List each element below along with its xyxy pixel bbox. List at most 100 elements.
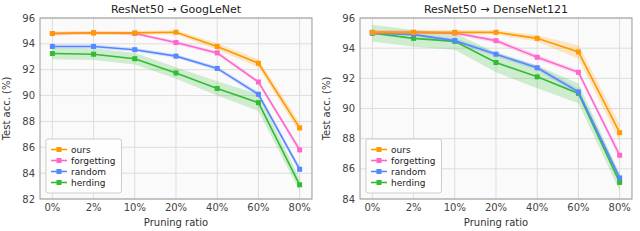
point-marker	[174, 70, 179, 75]
point-marker	[370, 31, 375, 36]
point-marker	[535, 55, 540, 60]
plot-area	[360, 18, 632, 199]
legend: oursforgettingrandomherding	[46, 139, 121, 193]
point-marker	[132, 47, 137, 52]
x-tick-label: 60%	[247, 202, 269, 213]
legend-box	[46, 139, 121, 193]
y-axis-label: Test acc. (%)	[321, 77, 332, 142]
legend-marker	[57, 169, 62, 174]
x-axis-label: Pruning ratio	[144, 217, 208, 228]
legend: oursforgettingrandomherding	[366, 139, 441, 193]
point-marker	[494, 60, 499, 65]
point-marker	[215, 50, 220, 55]
point-marker	[132, 31, 137, 36]
point-marker	[370, 30, 375, 35]
y-tick-label: 86	[22, 142, 35, 153]
legend-marker	[377, 158, 382, 163]
point-marker	[617, 175, 622, 180]
legend-label: herding	[71, 178, 105, 188]
point-marker	[50, 31, 55, 36]
legend-marker	[377, 180, 382, 185]
legend-label: forgetting	[391, 156, 435, 166]
point-marker	[215, 44, 220, 49]
x-tick-label: 80%	[289, 202, 311, 213]
panel: 82848688909294960%2%10%20%40%60%80%ResNe…	[1, 3, 312, 228]
point-marker	[297, 182, 302, 187]
point-marker	[256, 100, 261, 105]
legend-label: forgetting	[71, 156, 115, 166]
series-line	[372, 32, 619, 132]
point-marker	[452, 30, 457, 35]
legend-box	[366, 139, 441, 193]
grid-line	[134, 18, 135, 199]
point-marker	[494, 38, 499, 43]
x-tick-label: 10%	[444, 202, 466, 213]
point-marker	[617, 130, 622, 135]
grid-line	[176, 18, 177, 199]
y-tick-label: 86	[342, 163, 355, 174]
point-marker	[215, 66, 220, 71]
legend-label: herding	[391, 178, 425, 188]
grid-line	[619, 18, 620, 199]
plot-frame	[360, 18, 632, 199]
plot-area	[40, 18, 312, 199]
y-tick-label: 90	[22, 90, 35, 101]
point-marker	[50, 44, 55, 49]
point-marker	[174, 30, 179, 35]
point-marker	[50, 51, 55, 56]
data-layer	[370, 25, 622, 191]
y-tick-label: 88	[22, 116, 35, 127]
point-marker	[174, 54, 179, 59]
x-tick-label: 80%	[609, 202, 631, 213]
y-tick-label: 88	[342, 133, 355, 144]
point-marker	[535, 36, 540, 41]
error-band	[52, 32, 299, 154]
x-tick-label: 20%	[485, 202, 507, 213]
series-line	[52, 46, 299, 169]
plot-frame	[40, 18, 312, 199]
legend-marker	[57, 180, 62, 185]
legend-marker	[377, 169, 382, 174]
x-tick-label: 2%	[86, 202, 102, 213]
figure: 82848688909294960%2%10%20%40%60%80%ResNe…	[0, 0, 640, 231]
point-marker	[297, 167, 302, 172]
y-tick-label: 96	[22, 13, 35, 24]
point-marker	[411, 30, 416, 35]
y-axis-label: Test acc. (%)	[1, 77, 12, 142]
x-tick-label: 2%	[406, 202, 422, 213]
legend-label: ours	[71, 145, 91, 155]
point-marker	[91, 44, 96, 49]
x-tick-label: 10%	[124, 202, 146, 213]
point-marker	[132, 30, 137, 35]
point-marker	[91, 30, 96, 35]
point-marker	[297, 125, 302, 130]
point-marker	[370, 30, 375, 35]
y-tick-label: 90	[342, 103, 355, 114]
x-tick-label: 0%	[364, 202, 380, 213]
point-marker	[50, 31, 55, 36]
legend-marker	[57, 147, 62, 152]
chart-title: ResNet50 → GoogLeNet	[111, 3, 242, 16]
grid-line	[537, 18, 538, 199]
x-tick-label: 0%	[44, 202, 60, 213]
point-marker	[215, 86, 220, 91]
point-marker	[411, 30, 416, 35]
point-marker	[452, 38, 457, 43]
y-tick-label: 94	[342, 43, 355, 54]
x-tick-label: 40%	[526, 202, 548, 213]
point-marker	[452, 31, 457, 36]
point-marker	[535, 65, 540, 70]
y-tick-label: 96	[342, 13, 355, 24]
series-line	[372, 32, 619, 155]
x-tick-label: 20%	[165, 202, 187, 213]
y-tick-label: 92	[342, 73, 355, 84]
point-marker	[91, 30, 96, 35]
y-tick-label: 92	[22, 64, 35, 75]
point-marker	[256, 79, 261, 84]
point-marker	[576, 49, 581, 54]
point-marker	[370, 31, 375, 36]
error-band	[52, 45, 299, 173]
x-tick-label: 40%	[206, 202, 228, 213]
error-band	[372, 30, 619, 141]
y-tick-label: 84	[342, 194, 355, 205]
